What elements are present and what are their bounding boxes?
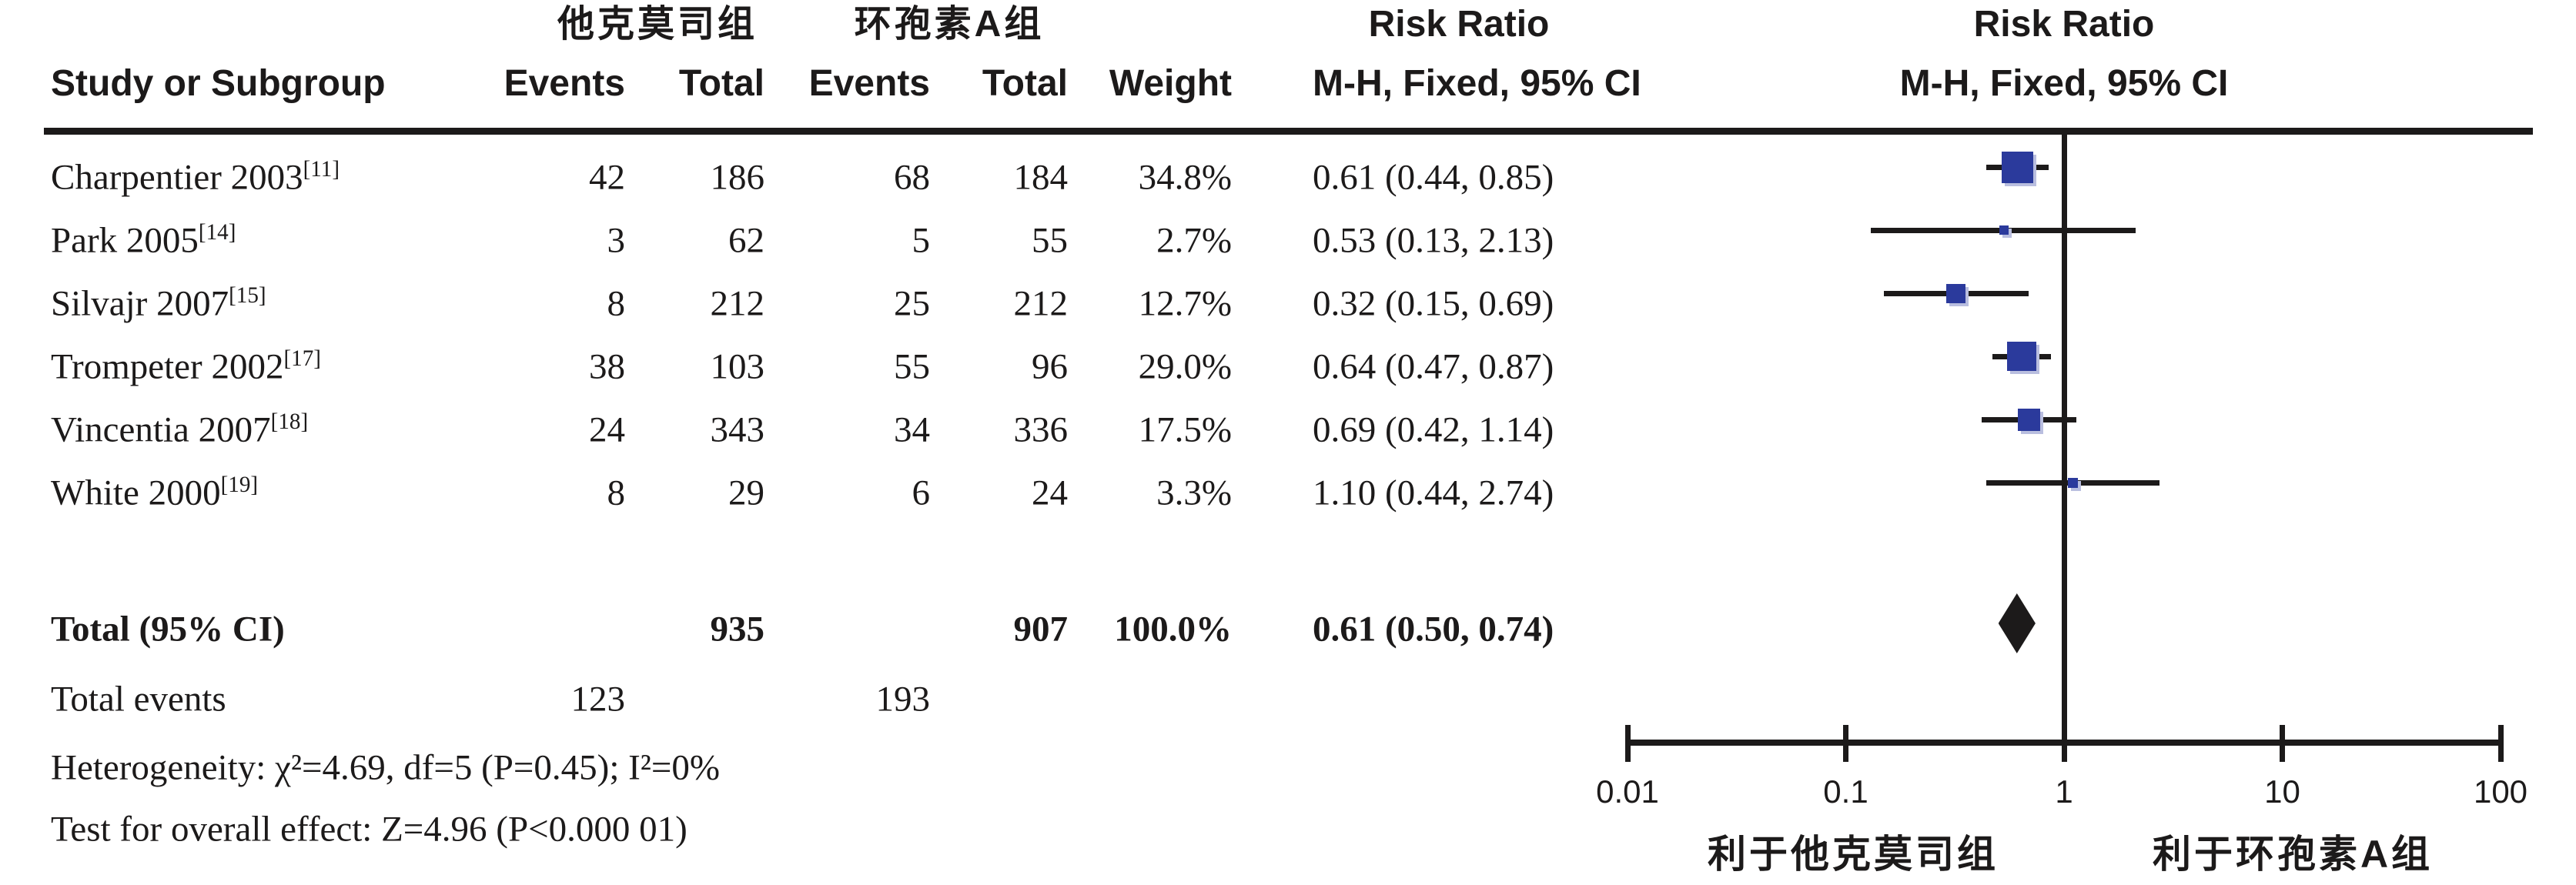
study-total2: 24 bbox=[1032, 473, 1068, 513]
total-row-label: Total (95% CI) bbox=[51, 609, 285, 650]
study-marker-square bbox=[1946, 283, 1966, 303]
favors-left-label: 利于他克莫司组 bbox=[1708, 833, 1999, 876]
study-total2: 96 bbox=[1032, 346, 1068, 387]
x-axis-tick-label: 100 bbox=[2473, 773, 2528, 810]
study-total2: 55 bbox=[1032, 220, 1068, 261]
summary-diamond bbox=[1998, 593, 2036, 653]
x-axis-tick bbox=[1843, 725, 1848, 762]
study-events1: 8 bbox=[607, 473, 626, 513]
x-axis-tick-label: 10 bbox=[2264, 773, 2300, 810]
study-weight: 3.3% bbox=[1156, 473, 1232, 513]
study-total1: 62 bbox=[728, 220, 764, 261]
total-row-total1: 935 bbox=[710, 609, 765, 650]
total-row-total2: 907 bbox=[1013, 609, 1069, 650]
null-line bbox=[2061, 135, 2067, 762]
study-ref-superscript: [18] bbox=[270, 409, 309, 434]
study-estimate: 0.64 (0.47, 0.87) bbox=[1313, 346, 1554, 387]
study-total1: 212 bbox=[710, 283, 765, 324]
x-axis-tick-label: 0.01 bbox=[1596, 773, 1659, 810]
study-total1: 186 bbox=[710, 157, 765, 198]
study-weight: 17.5% bbox=[1138, 409, 1232, 450]
group2-header: 环孢素A组 bbox=[854, 4, 1045, 45]
study-events2: 25 bbox=[894, 283, 930, 324]
study-name: White 2000[19] bbox=[51, 472, 259, 513]
study-estimate: 1.10 (0.44, 2.74) bbox=[1313, 473, 1554, 513]
study-ref-superscript: [15] bbox=[229, 282, 266, 308]
study-total1: 343 bbox=[710, 409, 765, 450]
study-name: Park 2005[14] bbox=[51, 219, 236, 261]
study-events1: 42 bbox=[589, 157, 625, 198]
x-axis-tick-label: 1 bbox=[2055, 773, 2073, 810]
study-estimate: 0.61 (0.44, 0.85) bbox=[1313, 157, 1554, 198]
x-axis-tick bbox=[1624, 725, 1631, 762]
study-events2: 68 bbox=[894, 157, 930, 198]
risk-ratio-header-left: Risk Ratio bbox=[1368, 4, 1550, 45]
study-total2: 336 bbox=[1013, 409, 1069, 450]
study-events1: 24 bbox=[589, 409, 625, 450]
study-marker-square bbox=[2068, 477, 2079, 488]
risk-ratio-header-right: Risk Ratio bbox=[1973, 4, 2155, 45]
total2-column-header: Total bbox=[982, 63, 1068, 104]
x-axis-tick bbox=[2497, 725, 2504, 762]
study-marker-square bbox=[2001, 151, 2033, 183]
total-row-estimate: 0.61 (0.50, 0.74) bbox=[1313, 609, 1554, 650]
study-events1: 8 bbox=[607, 283, 626, 324]
method-plot-header: M-H, Fixed, 95% CI bbox=[1899, 63, 2229, 104]
study-events2: 34 bbox=[894, 409, 930, 450]
study-name: Trompeter 2002[17] bbox=[51, 346, 321, 387]
study-name: Charpentier 2003[11] bbox=[51, 156, 340, 198]
total-events-group2: 193 bbox=[875, 679, 931, 720]
events1-column-header: Events bbox=[503, 63, 625, 104]
study-name: Vincentia 2007[18] bbox=[51, 409, 309, 450]
study-events1: 38 bbox=[589, 346, 625, 387]
study-ref-superscript: [19] bbox=[220, 472, 259, 497]
x-axis-tick-label: 0.1 bbox=[1823, 773, 1868, 810]
study-column-header: Study or Subgroup bbox=[51, 63, 386, 104]
study-marker-square bbox=[2017, 408, 2040, 431]
study-events2: 55 bbox=[894, 346, 930, 387]
events2-column-header: Events bbox=[808, 63, 930, 104]
weight-column-header: Weight bbox=[1109, 63, 1232, 104]
study-total1: 29 bbox=[728, 473, 764, 513]
x-axis-tick bbox=[2061, 725, 2067, 762]
study-estimate: 0.53 (0.13, 2.13) bbox=[1313, 220, 1554, 261]
overall-effect-stat: Test for overall effect: Z=4.96 (P<0.000… bbox=[51, 809, 687, 850]
study-marker-square bbox=[2007, 342, 2037, 371]
study-marker-square bbox=[1999, 225, 2009, 235]
study-name: Silvajr 2007[15] bbox=[51, 282, 266, 324]
study-weight: 2.7% bbox=[1156, 220, 1232, 261]
total1-column-header: Total bbox=[678, 63, 764, 104]
study-total1: 103 bbox=[710, 346, 765, 387]
total-events-group1: 123 bbox=[570, 679, 626, 720]
header-rule bbox=[44, 128, 2533, 135]
method-column-header: M-H, Fixed, 95% CI bbox=[1313, 63, 1641, 104]
study-ref-superscript: [17] bbox=[283, 346, 321, 371]
study-events2: 5 bbox=[912, 220, 931, 261]
study-events1: 3 bbox=[607, 220, 626, 261]
x-axis-tick bbox=[2280, 725, 2285, 762]
study-events2: 6 bbox=[912, 473, 931, 513]
favors-right-label: 利于环孢素A组 bbox=[2152, 833, 2434, 876]
study-estimate: 0.69 (0.42, 1.14) bbox=[1313, 409, 1554, 450]
heterogeneity-stat: Heterogeneity: χ²=4.69, df=5 (P=0.45); I… bbox=[51, 747, 721, 788]
study-ref-superscript: [14] bbox=[198, 219, 236, 245]
total-events-label: Total events bbox=[51, 679, 226, 720]
total-row-weight: 100.0% bbox=[1114, 609, 1232, 650]
study-estimate: 0.32 (0.15, 0.69) bbox=[1313, 283, 1554, 324]
study-total2: 212 bbox=[1013, 283, 1069, 324]
study-total2: 184 bbox=[1013, 157, 1069, 198]
group1-header: 他克莫司组 bbox=[557, 4, 758, 45]
study-ref-superscript: [11] bbox=[303, 156, 340, 182]
study-weight: 29.0% bbox=[1138, 346, 1232, 387]
study-weight: 12.7% bbox=[1138, 283, 1232, 324]
study-weight: 34.8% bbox=[1138, 157, 1232, 198]
